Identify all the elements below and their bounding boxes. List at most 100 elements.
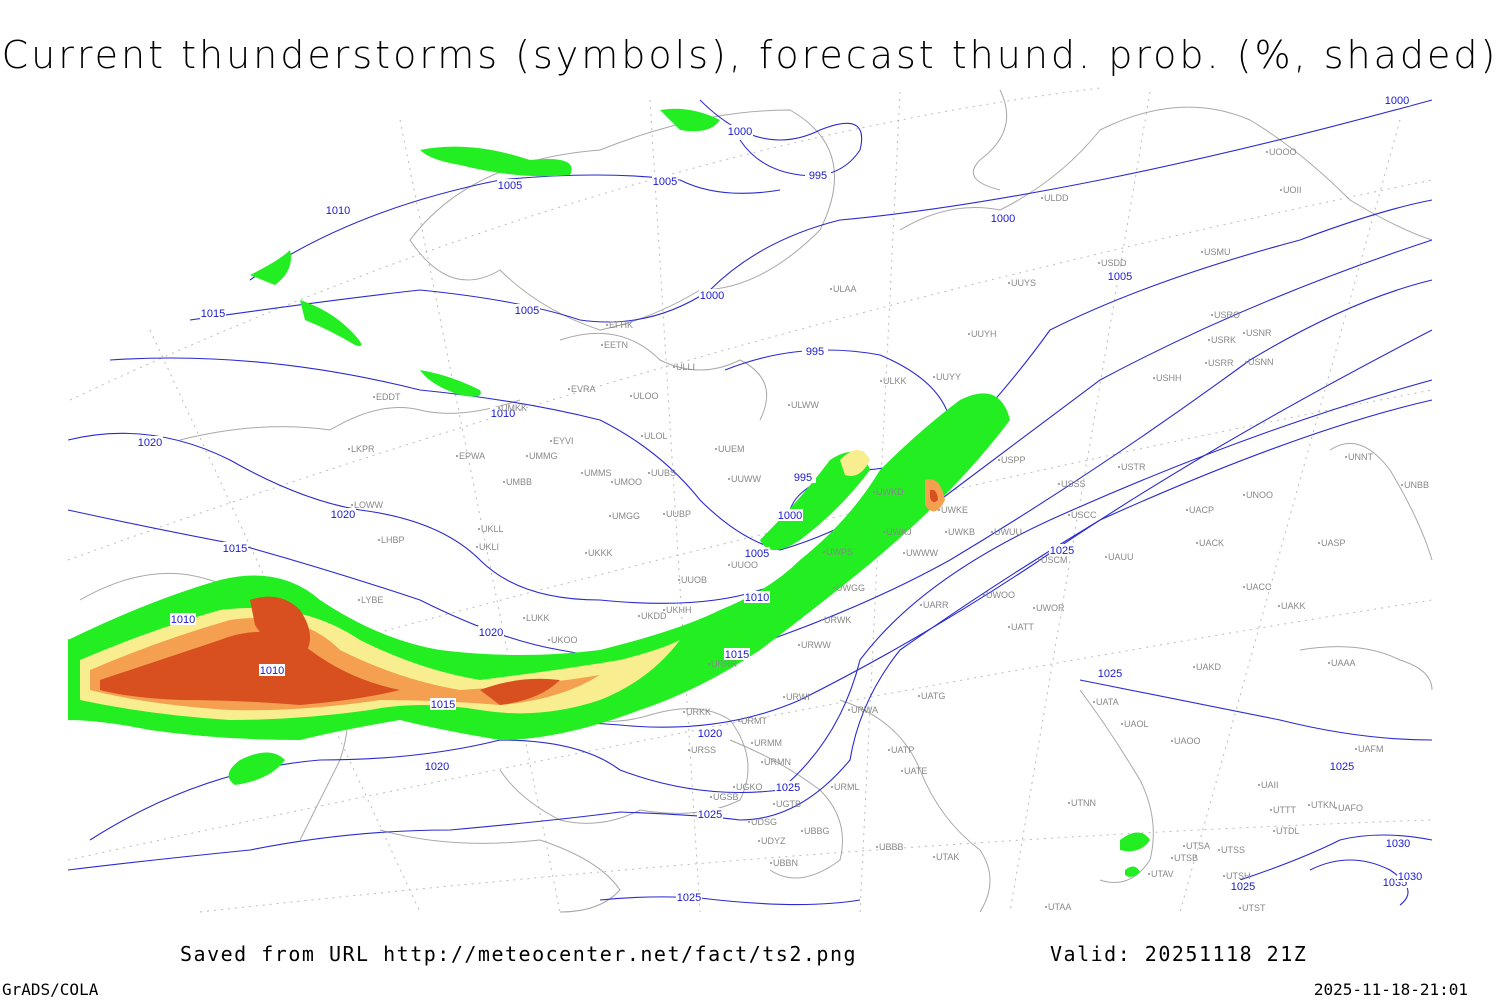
isobar-label: 1005 (745, 548, 769, 560)
isobar-label-bg (490, 407, 516, 419)
station-dot (801, 830, 803, 832)
station-label: UBBG (804, 826, 830, 836)
station-dot (673, 366, 675, 368)
station-label: UGSB (713, 792, 739, 802)
station-dot (733, 786, 735, 788)
station-dot (581, 472, 583, 474)
station-label: UUYH (971, 329, 997, 339)
station-dot (1328, 662, 1330, 664)
station-dot (1218, 849, 1220, 851)
isobar-label: 1000 (700, 290, 724, 302)
thunderstorm-shading (68, 108, 1150, 877)
station-label: ULOL (644, 431, 668, 441)
station-dot (1038, 559, 1040, 561)
isobar-label-bg (1230, 880, 1256, 892)
station-label: UAOO (1174, 736, 1201, 746)
station-label: UGKO (736, 782, 763, 792)
station-label: URKK (686, 707, 711, 717)
isobar-label: 1020 (698, 728, 722, 740)
station-label: UWKJ (886, 527, 912, 537)
station-label: URWA (851, 705, 878, 715)
station-dot (568, 388, 570, 390)
station-label: USCC (1071, 510, 1097, 520)
station-label: UMGG (612, 511, 640, 521)
isobar-label-bg (497, 179, 523, 191)
station-dot (503, 481, 505, 483)
station-label: USMU (1204, 247, 1231, 257)
station-dot (1121, 723, 1123, 725)
station-dot (883, 531, 885, 533)
isobar-label: 1000 (991, 213, 1015, 225)
station-label: UWKB (948, 527, 975, 537)
isobar-label-bg (652, 175, 678, 187)
station-dot (1239, 907, 1241, 909)
station-label: UAKK (1281, 601, 1306, 611)
isobar-label: 1025 (1330, 761, 1354, 773)
station-dot (526, 455, 528, 457)
isobar-label-bg (222, 542, 248, 554)
station-dot (1243, 332, 1245, 334)
station-dot (585, 552, 587, 554)
station-label: UKOO (551, 635, 578, 645)
station-dot (873, 491, 875, 493)
station-dot (478, 528, 480, 530)
station-dot (761, 761, 763, 763)
station-label: LUKK (526, 613, 550, 623)
station-label: UTSH (1226, 871, 1251, 881)
isobar-label: 1025 (776, 782, 800, 794)
isobar-label-bg (1384, 94, 1410, 106)
station-dot (945, 531, 947, 533)
station-dot (1308, 804, 1310, 806)
station-dot (1273, 830, 1275, 832)
station-dot (678, 579, 680, 581)
station-label: UOOO (1269, 147, 1297, 157)
station-label: UKHH (666, 605, 692, 615)
station-label: UKDD (641, 611, 667, 621)
station-dot (638, 615, 640, 617)
station-label: UTAV (1151, 869, 1174, 879)
isobar-label: 1020 (479, 627, 503, 639)
station-label: USRO (1214, 310, 1240, 320)
isobar-label-bg (330, 508, 356, 520)
isobar-label: 1020 (331, 509, 355, 521)
station-label: UTTT (1273, 805, 1296, 815)
station-label: UASP (1321, 538, 1346, 548)
isobar-label-bg (802, 345, 828, 357)
isobar-label: 995 (809, 170, 827, 182)
station-dot (903, 552, 905, 554)
station-dot (918, 695, 920, 697)
station-dot (888, 749, 890, 751)
station-dot (351, 504, 353, 506)
station-dot (728, 478, 730, 480)
isobar-label: 1025 (1050, 545, 1074, 557)
station-dot (630, 395, 632, 397)
station-dot (1008, 282, 1010, 284)
station-dot (1058, 483, 1060, 485)
station-label: UTDL (1276, 826, 1300, 836)
station-label: UUOO (731, 560, 758, 570)
station-label: URRR (711, 659, 737, 669)
isobar-label-bg (1097, 667, 1123, 679)
map-labels: 1000 1000 995 1005 1005 1010 1000 1005 1015 1005 1… (137, 94, 1429, 913)
station-label: URWW (801, 640, 831, 650)
station-dot (1153, 377, 1155, 379)
source-url: Saved from URL http://meteocenter.net/fa… (180, 942, 857, 966)
isobar-label: 1010 (260, 665, 284, 677)
isobar-label: 1000 (728, 126, 752, 138)
station-label: UWKE (941, 505, 968, 515)
isobar-label: 1010 (326, 205, 350, 217)
station-dot (1098, 262, 1100, 264)
station-label: ULKK (883, 376, 907, 386)
station-dot (773, 803, 775, 805)
isobar-label-bg (697, 808, 723, 820)
station-label: USDD (1101, 258, 1127, 268)
station-label: UWUU (994, 527, 1022, 537)
isobar-label-bg (777, 509, 803, 521)
station-label: UTAK (936, 852, 959, 862)
isobar-label: 995 (794, 472, 812, 484)
station-label: USPP (1001, 455, 1026, 465)
station-dot (1270, 809, 1272, 811)
station-dot (1093, 701, 1095, 703)
station-dot (1208, 339, 1210, 341)
